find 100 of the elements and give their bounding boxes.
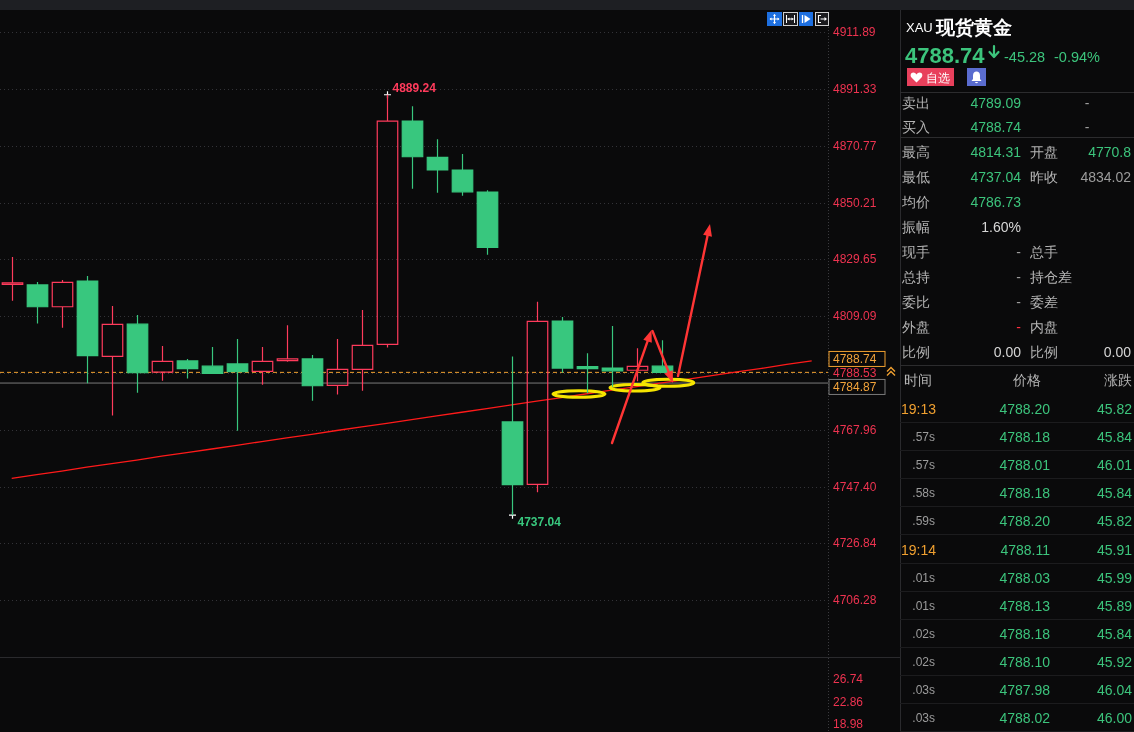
text: 自选	[926, 70, 950, 85]
text: 45.84	[1096, 429, 1133, 446]
text: 4789.09	[970, 95, 1022, 111]
y-tick-label: 4911.89	[833, 25, 876, 40]
y-tick-label: 4891.33	[833, 81, 877, 96]
y-tick-label: 4706.28	[833, 593, 877, 608]
text: 46.01	[1096, 457, 1133, 474]
text: .57s	[912, 458, 935, 473]
text: 4788.02	[999, 710, 1051, 727]
text: .58s	[912, 486, 935, 501]
text: 45.84	[1096, 485, 1133, 502]
text: .02s	[912, 626, 935, 641]
candlestick	[151, 345, 174, 382]
text: 46.00	[1096, 710, 1133, 727]
candlestick	[476, 189, 499, 256]
y-tick-label: 4850.21	[833, 195, 877, 210]
candlestick	[126, 314, 149, 394]
text: 外盘	[902, 319, 930, 335]
text: 45.84	[1096, 625, 1133, 642]
candlestick	[276, 324, 299, 363]
candlestick	[251, 346, 274, 386]
text: 4788.18	[999, 485, 1051, 502]
text: 4788.18	[999, 429, 1051, 446]
text: -0.94%	[1054, 49, 1101, 65]
candlestick	[1, 256, 24, 302]
text: .02s	[912, 654, 935, 669]
text: 45.92	[1096, 653, 1133, 670]
y-tick-label: 22.86	[833, 694, 864, 709]
y-tick-label: 4747.40	[833, 479, 877, 494]
text: 4788.03	[999, 569, 1051, 586]
text: 1.60%	[981, 219, 1021, 235]
text: 振幅	[902, 219, 930, 235]
text: 4788.20	[999, 513, 1051, 530]
text: -	[1016, 244, 1022, 260]
text: 开盘	[1030, 144, 1058, 160]
y-tick-label: 4767.96	[833, 422, 877, 437]
text: 均价	[901, 194, 930, 210]
text: 昨收	[1030, 169, 1058, 185]
candlestick	[576, 352, 599, 394]
y-tick-label: 4788.53	[833, 365, 877, 380]
text: 46.04	[1096, 682, 1133, 698]
candlestick	[551, 316, 574, 374]
text: 19:13	[901, 401, 937, 417]
text: 0.00	[993, 344, 1022, 360]
candlestick	[201, 346, 224, 374]
text: 现手	[902, 244, 930, 260]
text: .59s	[912, 514, 935, 529]
candlestick	[51, 279, 74, 329]
text: 4834.02	[1080, 169, 1132, 185]
ref-line-label: 4788.74	[833, 351, 877, 366]
candlestick	[601, 325, 624, 388]
text: 4788.10	[999, 653, 1051, 670]
candlestick	[226, 338, 249, 432]
text: 4788.18	[999, 625, 1051, 642]
text: 45.89	[1096, 597, 1133, 614]
text: .01s	[912, 570, 935, 585]
text: 买入	[902, 119, 930, 135]
text: .01s	[912, 598, 935, 613]
text: 涨跌	[1104, 372, 1132, 388]
text: 4786.73	[970, 194, 1022, 210]
text: 45.82	[1096, 513, 1133, 530]
line-series	[11, 360, 813, 479]
text: 委比	[902, 294, 930, 310]
y-tick-label: 4809.09	[833, 309, 877, 324]
text: 委差	[1030, 294, 1058, 310]
text: -	[1016, 269, 1022, 285]
text: .03s	[912, 683, 935, 697]
candlestick	[451, 153, 474, 197]
text: 比例	[1030, 344, 1058, 360]
text: 4788.20	[999, 401, 1051, 417]
text: 45.91	[1096, 541, 1133, 558]
y-tick-label: 18.98	[833, 717, 864, 732]
candlestick	[76, 275, 99, 384]
text: 总持	[901, 269, 930, 285]
candlestick	[426, 138, 449, 194]
candlestick	[526, 301, 549, 493]
text: -	[1084, 119, 1090, 135]
annotation: 4737.04	[517, 515, 562, 530]
text: 最高	[902, 144, 930, 160]
text: 4788.74	[970, 119, 1022, 135]
text: 总手	[1029, 244, 1058, 260]
text: 4770.8	[1088, 144, 1132, 160]
annotation: 4889.24	[392, 80, 437, 95]
y-tick-label: 4726.84	[833, 536, 877, 551]
candlestick	[326, 338, 349, 396]
text: 卖出	[902, 95, 930, 111]
text: 内盘	[1030, 319, 1058, 335]
candlestick	[101, 305, 124, 417]
candlestick	[176, 358, 199, 380]
text: 4814.31	[970, 144, 1022, 160]
candlestick	[351, 309, 374, 392]
text: 19:14	[901, 541, 937, 558]
text: 45.99	[1096, 569, 1133, 586]
candlestick	[401, 105, 424, 190]
text: 4788.74	[905, 42, 986, 68]
text: 4788.11	[1000, 541, 1051, 558]
text: XAU 现货黄金	[906, 16, 1013, 38]
text: 4737.04	[970, 169, 1022, 185]
text: 45.82	[1096, 401, 1133, 417]
text: -	[1016, 319, 1022, 335]
